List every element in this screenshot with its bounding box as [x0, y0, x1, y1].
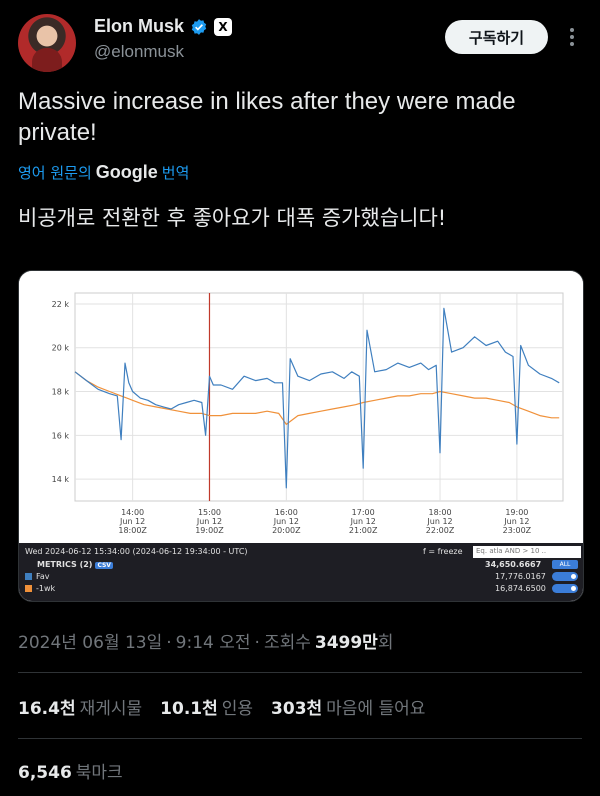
x-tick-label: 18:00 — [429, 508, 452, 517]
x-tick-label: 16:00 — [275, 508, 298, 517]
x-tick-label: Jun 12 — [426, 517, 452, 526]
metrics-panel: Wed 2024-06-12 15:34:00 (2024-06-12 19:3… — [19, 543, 583, 601]
metrics-total: 34,650.6667 — [485, 560, 542, 569]
legend-name: -1wk — [36, 584, 56, 593]
legend-value: 17,776.0167 — [495, 572, 546, 581]
google-logo: Google — [95, 162, 158, 182]
display-name[interactable]: Elon Musk — [94, 16, 185, 36]
tweet-text: Massive increase in likes after they wer… — [18, 88, 516, 146]
legend-name: Fav — [36, 572, 50, 581]
x-tick-label: Jun 12 — [503, 517, 529, 526]
x-tick-label: 17:00 — [352, 508, 375, 517]
handle[interactable]: @elonmusk — [94, 42, 185, 61]
translated-text: 비공개로 전환한 후 좋아요가 대폭 증가했습니다! — [18, 206, 447, 230]
series-toggle[interactable] — [552, 584, 578, 593]
x-tick-label: Jun 12 — [196, 517, 222, 526]
series-line-1wk — [74, 371, 560, 425]
x-tick-label: Jun 12 — [350, 517, 376, 526]
metrics-timestamp: Wed 2024-06-12 15:34:00 (2024-06-12 19:3… — [25, 547, 248, 556]
likes-count: 303천 — [271, 699, 323, 719]
x-tick-label: 19:00 — [505, 508, 528, 517]
likes-label: 마음에 들어요 — [326, 699, 426, 719]
all-toggle-button[interactable]: ALL — [552, 560, 578, 569]
metrics-label: METRICS (2) — [37, 560, 93, 569]
avatar[interactable] — [18, 14, 76, 72]
x-tick-label: Jun 12 — [273, 517, 299, 526]
y-tick-label: 14 k — [52, 475, 70, 484]
legend-value: 16,874.6500 — [495, 584, 546, 593]
legend-row-fav[interactable]: Fav — [25, 572, 50, 581]
x-tick-label: 19:00Z — [195, 526, 224, 535]
x-affiliation-icon: X — [214, 17, 233, 36]
translation-attribution[interactable]: 영어 원문의 Google 번역 — [18, 162, 189, 183]
reposts-count: 16.4천 — [18, 699, 76, 719]
subscribe-button[interactable]: 구독하기 — [445, 20, 548, 54]
post-time[interactable]: 9:14 오전 — [175, 633, 251, 653]
x-tick-label: 14:00 — [121, 508, 144, 517]
bookmarks-label: 북마크 — [75, 763, 123, 783]
meta-separator: · — [166, 633, 172, 653]
x-tick-label: Jun 12 — [119, 517, 145, 526]
series-line-fav — [74, 307, 560, 489]
freeze-label: f = freeze — [423, 547, 463, 556]
metrics-search-input[interactable]: Eq. atla AND > 10 .. — [473, 546, 581, 558]
post-meta: 2024년 06월 13일 · 9:14 오전 · 조회수 3499만 회 — [18, 628, 393, 653]
likes-stat[interactable]: 303천 마음에 들어요 — [271, 694, 425, 719]
x-tick-label: 21:00Z — [349, 526, 378, 535]
views-suffix: 회 — [377, 633, 394, 653]
translate-suffix: 번역 — [161, 164, 190, 182]
y-tick-label: 16 k — [52, 431, 70, 440]
media-image[interactable]: 14 k 16 k 18 k 20 k 22 k 14:00 Jun 12 18:00Z 15:… — [18, 270, 584, 602]
y-tick-label: 18 k — [52, 388, 70, 397]
legend-row-1wk[interactable]: -1wk — [25, 584, 55, 593]
x-tick-label: 18:00Z — [118, 526, 147, 535]
y-tick-label: 20 k — [52, 344, 70, 353]
divider — [18, 738, 582, 739]
quotes-stat[interactable]: 10.1천 인용 — [160, 694, 253, 719]
engagement-stats: 16.4천 재게시물 10.1천 인용 303천 마음에 들어요 — [18, 694, 425, 719]
x-tick-label: 22:00Z — [426, 526, 455, 535]
series-toggle[interactable] — [552, 572, 578, 581]
bookmarks-stat[interactable]: 6,546 북마크 — [18, 758, 123, 783]
plot-frame — [74, 292, 564, 502]
tweet-header: Elon Musk X @elonmusk 구독하기 — [18, 14, 582, 74]
quotes-count: 10.1천 — [160, 699, 218, 719]
metrics-header: METRICS (2) CSV — [37, 560, 113, 569]
x-tick-label: 23:00Z — [503, 526, 532, 535]
x-tick-label: 15:00 — [198, 508, 221, 517]
reposts-stat[interactable]: 16.4천 재게시물 — [18, 694, 142, 719]
translate-prefix: 영어 원문의 — [18, 164, 92, 182]
y-tick-label: 22 k — [52, 300, 70, 309]
legend-swatch — [25, 585, 32, 592]
more-options-icon[interactable] — [565, 24, 579, 50]
x-tick-label: 20:00Z — [272, 526, 301, 535]
post-date[interactable]: 2024년 06월 13일 — [18, 633, 163, 653]
csv-button[interactable]: CSV — [95, 562, 113, 569]
meta-separator: · — [254, 633, 260, 653]
verified-badge-icon — [191, 18, 207, 35]
divider — [18, 672, 582, 673]
quotes-label: 인용 — [221, 699, 254, 719]
views-count: 3499만 — [314, 633, 378, 653]
name-row: Elon Musk X — [94, 16, 233, 37]
bookmarks-count: 6,546 — [18, 763, 72, 783]
views-label: 조회수 — [263, 633, 311, 653]
reposts-label: 재게시물 — [79, 699, 143, 719]
legend-swatch — [25, 573, 32, 580]
